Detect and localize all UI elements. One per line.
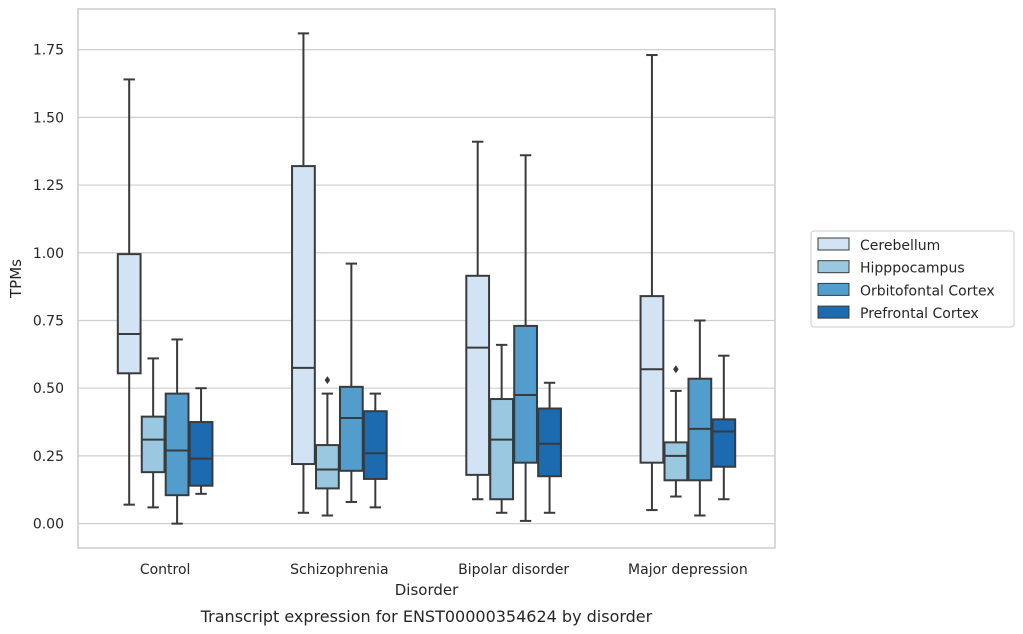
x-tick-label: Major depression xyxy=(628,562,748,578)
y-tick-label: 1.75 xyxy=(33,43,64,59)
y-tick-label: 0.25 xyxy=(33,449,64,465)
box xyxy=(291,165,316,466)
box xyxy=(338,385,364,472)
legend-swatch xyxy=(817,260,850,274)
category-group xyxy=(639,54,737,517)
outlier-point xyxy=(673,365,679,374)
legend-label: Cerebellum xyxy=(860,238,940,254)
box-plot xyxy=(489,343,515,514)
x-axis-label: Disorder xyxy=(395,581,459,599)
x-tick-label: Bipolar disorder xyxy=(458,562,569,578)
box-plot xyxy=(513,154,538,522)
category-group xyxy=(465,140,562,522)
category-group xyxy=(116,78,214,525)
box xyxy=(164,392,190,497)
legend-label: Orbitofontal Cortex xyxy=(860,283,995,299)
box xyxy=(489,398,515,501)
legend-item: Prefrontal Cortex xyxy=(817,305,979,322)
y-axis-ticks: 0.00 0.25 0.50 0.75 1.00 1.25 1.50 1.75 xyxy=(33,43,64,533)
legend-label: Prefrontal Cortex xyxy=(860,306,979,322)
y-tick-label: 1.00 xyxy=(33,246,64,262)
box xyxy=(663,441,689,482)
x-tick-label: Control xyxy=(140,562,191,578)
box-plot xyxy=(188,387,214,495)
category-group xyxy=(291,32,388,517)
box xyxy=(465,274,491,476)
box-plot xyxy=(663,365,689,498)
y-tick-label: 1.25 xyxy=(33,178,64,194)
plot-area-frame xyxy=(77,8,776,549)
box-plot xyxy=(465,140,491,501)
box-plot xyxy=(140,357,166,509)
legend-item: Hipppocampus xyxy=(817,260,965,277)
box-plot xyxy=(116,78,142,506)
y-tick-label: 0.50 xyxy=(33,381,64,397)
legend: Cerebellum Hipppocampus Orbitofontal Corte… xyxy=(810,230,1015,328)
box-plot xyxy=(639,54,665,512)
y-axis-label: TPMs xyxy=(7,259,25,299)
box-plot xyxy=(687,319,713,517)
box-plot xyxy=(537,381,562,514)
box-plot xyxy=(164,338,190,525)
box xyxy=(188,421,214,487)
box xyxy=(116,253,142,375)
box-plot-groups xyxy=(116,32,737,525)
box xyxy=(140,415,166,474)
box xyxy=(315,444,340,490)
x-axis-ticks: Control Schizophrenia Bipolar disorder Majo… xyxy=(140,562,748,578)
box xyxy=(362,410,388,480)
box-plot xyxy=(315,376,340,517)
legend-frame xyxy=(810,230,1015,328)
y-tick-label: 0.00 xyxy=(33,517,64,533)
legend-swatch xyxy=(817,237,850,251)
legend-swatch xyxy=(817,282,850,296)
box-plot xyxy=(338,262,364,503)
box xyxy=(711,418,737,468)
outlier-point xyxy=(324,376,331,385)
legend-swatch xyxy=(817,305,850,319)
legend-item: Cerebellum xyxy=(817,237,940,254)
y-tick-label: 1.50 xyxy=(33,110,64,126)
box xyxy=(537,407,562,478)
box-plot xyxy=(291,32,316,514)
box-plot xyxy=(711,354,737,501)
figure-caption: Transcript expression for ENST0000035462… xyxy=(200,607,653,626)
y-tick-label: 0.75 xyxy=(33,313,64,329)
legend-item: Orbitofontal Cortex xyxy=(817,282,995,299)
x-tick-label: Schizophrenia xyxy=(290,562,388,578)
box xyxy=(639,295,665,464)
box-plot xyxy=(362,392,388,509)
legend-label: Hipppocampus xyxy=(860,261,965,277)
